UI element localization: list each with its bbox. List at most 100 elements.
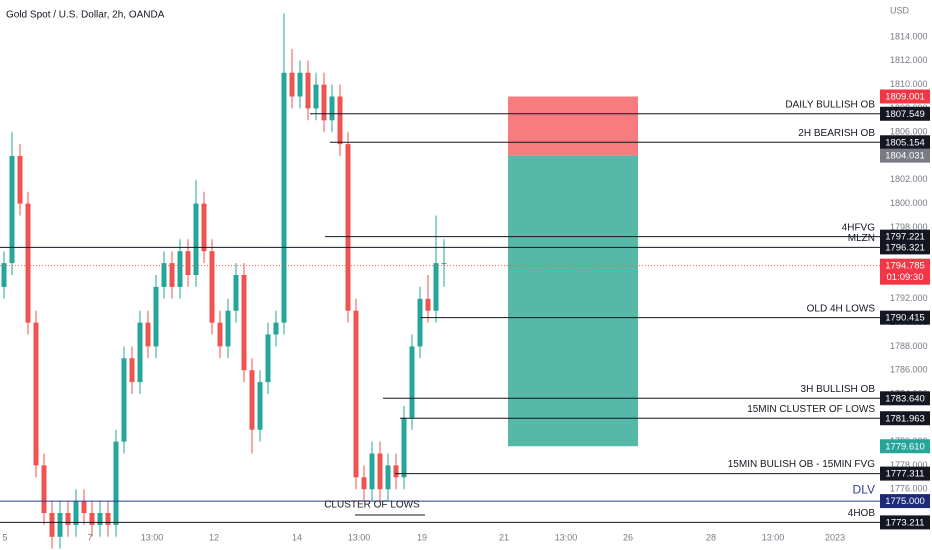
candle-body	[161, 263, 167, 287]
candle-body	[33, 322, 39, 466]
level-badge	[880, 135, 930, 150]
level-badge	[880, 229, 930, 244]
level-label: 4HOB	[848, 508, 876, 519]
candle-body	[361, 477, 367, 490]
candle-body	[249, 370, 255, 430]
candle-body	[81, 501, 87, 513]
level-badge-label: 1805.154	[885, 137, 925, 148]
price-tick-label: 1788.000	[890, 341, 928, 351]
candle-body	[97, 513, 103, 525]
price-tick-label: 1810.000	[890, 79, 928, 89]
level-badge-label: 1773.211	[886, 517, 925, 528]
candle-body	[401, 417, 407, 478]
candle-body	[313, 84, 319, 109]
time-tick-label: 12	[209, 532, 219, 542]
candle-body	[73, 501, 79, 525]
candle-body	[1, 263, 7, 287]
price-tick-label: 1800.000	[890, 198, 928, 208]
level-label: 4HFVG	[842, 222, 876, 233]
annotation-label: CLUSTER OF LOWS	[324, 500, 420, 511]
candle-body	[345, 144, 351, 311]
time-tick-label: 13:00	[762, 532, 785, 542]
candles	[1, 13, 447, 549]
price-tick-label: 1792.000	[890, 293, 928, 303]
candle-body	[337, 96, 343, 145]
stop-badge-label: 1809.001	[885, 92, 925, 103]
candle-body	[25, 203, 31, 323]
price-tick-label: 1806.000	[890, 127, 928, 137]
level-badge	[880, 494, 930, 509]
candle-body	[417, 298, 423, 347]
level-badge	[880, 411, 930, 426]
candle-body	[409, 346, 415, 418]
level-badge	[880, 310, 930, 325]
price-tick-label: 1778.000	[890, 460, 928, 470]
level-label: DAILY BULLISH OB	[785, 99, 875, 110]
level-label: 3H BULLISH OB	[801, 384, 876, 395]
level-label: DLV	[853, 482, 875, 496]
level-label: MLZN	[848, 233, 875, 244]
current-price-label: 1794.785	[885, 261, 925, 272]
candle-body	[273, 322, 279, 335]
candle-body	[217, 322, 223, 347]
candle-body	[65, 513, 71, 525]
candle-body	[353, 310, 359, 478]
candle-body	[209, 251, 215, 323]
entry-badge-label: 1804.031	[885, 151, 925, 162]
price-tick-label: 1786.000	[890, 365, 928, 375]
price-tick-label: 1802.000	[890, 174, 928, 184]
candle-body	[89, 513, 95, 525]
level-label: 15MIN CLUSTER OF LOWS	[747, 404, 875, 415]
candle-body	[241, 275, 247, 371]
candle-body	[257, 382, 263, 430]
level-badge	[880, 106, 930, 121]
candle-body	[17, 156, 23, 204]
candle-body	[49, 513, 55, 537]
time-tick-label: 19	[417, 532, 427, 542]
time-tick-label: 2023	[825, 532, 845, 542]
level-badge-label: 1777.311	[886, 469, 925, 480]
candle-body	[153, 286, 159, 347]
candle-body	[281, 72, 287, 323]
stop-badge	[880, 89, 930, 104]
candle-body	[265, 334, 271, 383]
level-badge-label: 1807.549	[885, 109, 925, 120]
candle-body	[169, 263, 175, 287]
level-badge-label: 1796.321	[885, 242, 925, 253]
candle-body	[393, 465, 399, 478]
stop-zone	[508, 96, 638, 156]
target-zone	[508, 155, 638, 447]
candle-body	[321, 84, 327, 121]
candle-body	[385, 465, 391, 490]
time-tick-label: 5	[2, 532, 7, 542]
time-tick-label: 21	[499, 532, 509, 542]
chart-title: Gold Spot / U.S. Dollar, 2h, OANDA	[6, 10, 165, 21]
candle-body	[425, 298, 431, 311]
level-label: OLD 4H LOWS	[807, 303, 876, 314]
candle-body	[41, 465, 47, 513]
level-badge	[880, 515, 930, 530]
candle-body	[193, 203, 199, 275]
level-badge-label: 1790.415	[885, 313, 925, 324]
price-tick-label: 1776.000	[890, 484, 928, 494]
price-tick-label: 1814.000	[890, 31, 928, 41]
candle-body	[113, 441, 119, 525]
candle-body	[297, 72, 303, 97]
level-badge	[880, 240, 930, 255]
time-tick-label: 7	[87, 532, 92, 542]
candle-body	[121, 358, 127, 442]
level-label: 2H BEARISH OB	[798, 128, 875, 139]
time-tick-label: 13:00	[141, 532, 164, 542]
candle-body	[201, 203, 207, 252]
level-badge-label: 1797.221	[885, 232, 925, 243]
level-label: 15MIN BULISH OB - 15MIN FVG	[728, 459, 875, 470]
price-tick-label: 1812.000	[890, 55, 928, 65]
target-badge	[880, 439, 930, 454]
candle-body	[177, 251, 183, 287]
candle-body	[441, 263, 447, 265]
candle-body	[9, 156, 15, 264]
time-tick-label: 13:00	[348, 532, 371, 542]
candle-body	[369, 453, 375, 490]
candle-body	[225, 310, 231, 347]
